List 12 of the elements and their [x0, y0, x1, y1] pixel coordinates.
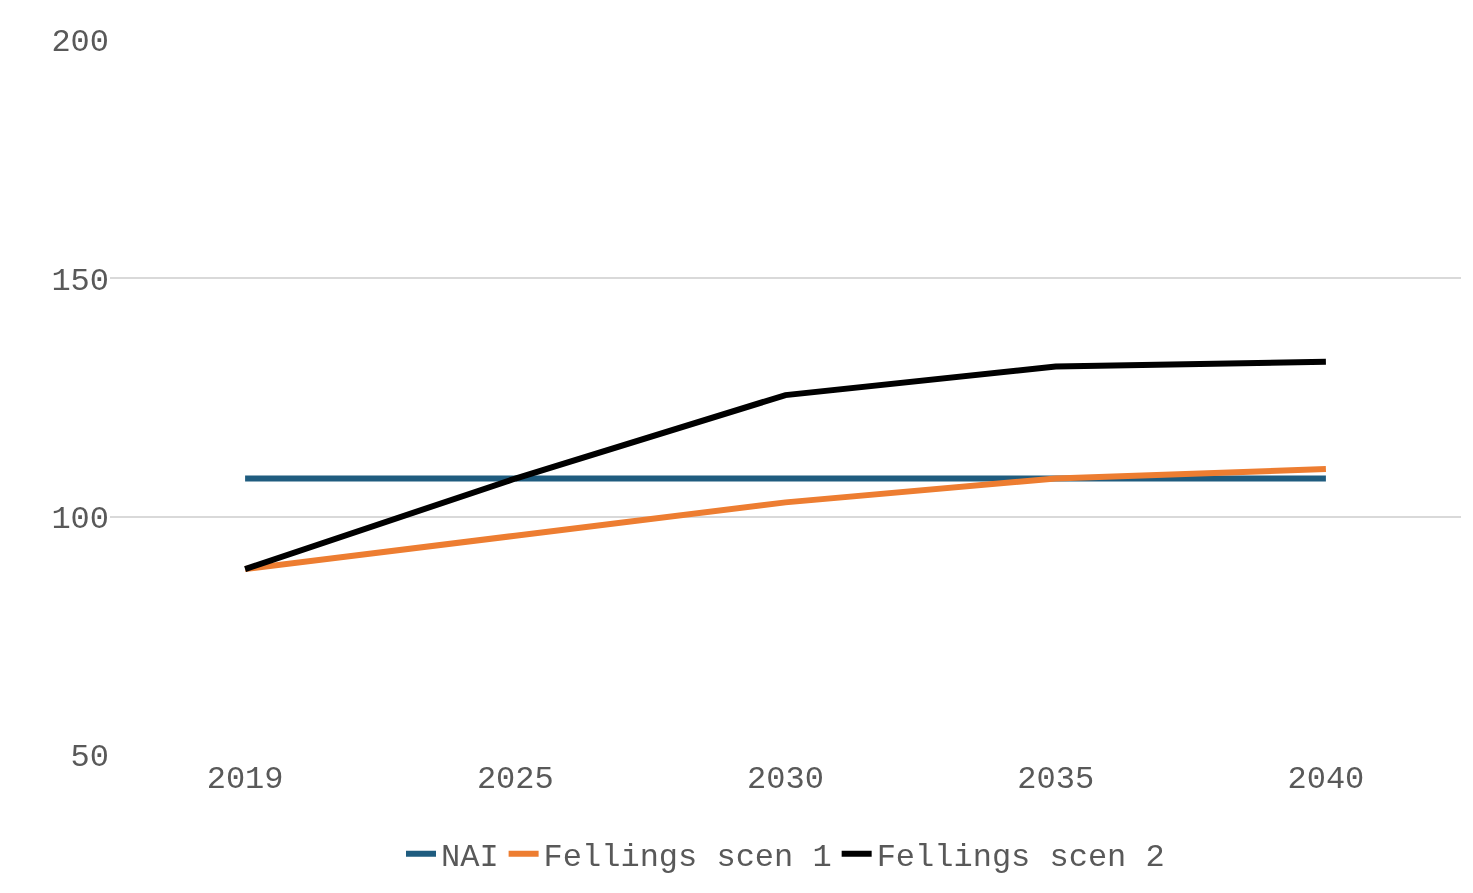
x-tick-label: 2040: [1287, 761, 1365, 798]
x-tick-label: 2019: [206, 761, 284, 798]
x-tick-label: 2030: [747, 761, 824, 798]
y-tick-label: 200: [51, 24, 109, 62]
y-tick-label: 50: [70, 739, 109, 777]
legend-label: NAI: [441, 839, 499, 877]
y-tick-label: 150: [51, 262, 109, 300]
x-tick-label: 2035: [1017, 761, 1095, 798]
legend-label: Fellings scen 1: [543, 839, 832, 877]
legend-label: Fellings scen 2: [876, 839, 1165, 877]
y-tick-label: 100: [51, 500, 109, 538]
x-tick-label: 2025: [476, 761, 554, 798]
